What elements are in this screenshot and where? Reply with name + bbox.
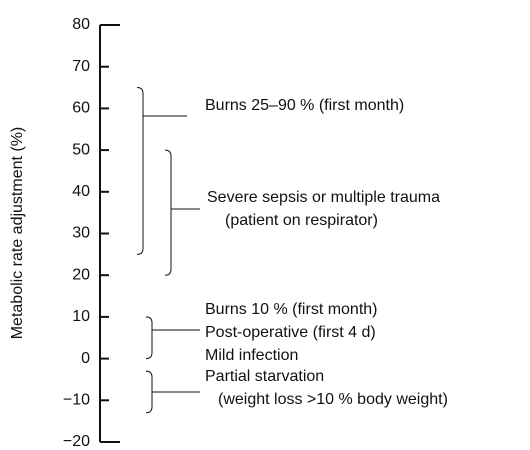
bracket [145, 370, 153, 414]
range-label: Burns 25–90 % (first month) [205, 97, 404, 114]
bracket [164, 149, 172, 276]
y-tick-label: 80 [72, 16, 90, 33]
y-tick-label: 60 [72, 100, 90, 117]
range-label: Burns 10 % (first month) [205, 301, 378, 318]
range-label: Post-operative (first 4 d) [205, 324, 376, 341]
y-tick-label: 20 [72, 266, 90, 283]
y-axis-label: Metabolic rate adjustment (%) [9, 127, 26, 340]
y-tick-label: 40 [72, 183, 90, 200]
bracket [145, 316, 153, 360]
y-tick-label: −20 [63, 433, 90, 450]
y-tick-label: −10 [63, 392, 90, 409]
y-tick-label: 70 [72, 58, 90, 75]
bracket [136, 87, 144, 255]
y-tick-label: 30 [72, 225, 90, 242]
range-label: Severe sepsis or multiple trauma [207, 189, 440, 206]
range-label: (weight loss >10 % body weight) [218, 391, 448, 408]
y-tick-label: 50 [72, 141, 90, 158]
range-label: (patient on respirator) [225, 212, 378, 229]
range-label: Mild infection [205, 347, 298, 364]
y-tick-label: 10 [72, 308, 90, 325]
y-tick-label: 0 [81, 350, 90, 367]
range-label: Partial starvation [205, 368, 324, 385]
